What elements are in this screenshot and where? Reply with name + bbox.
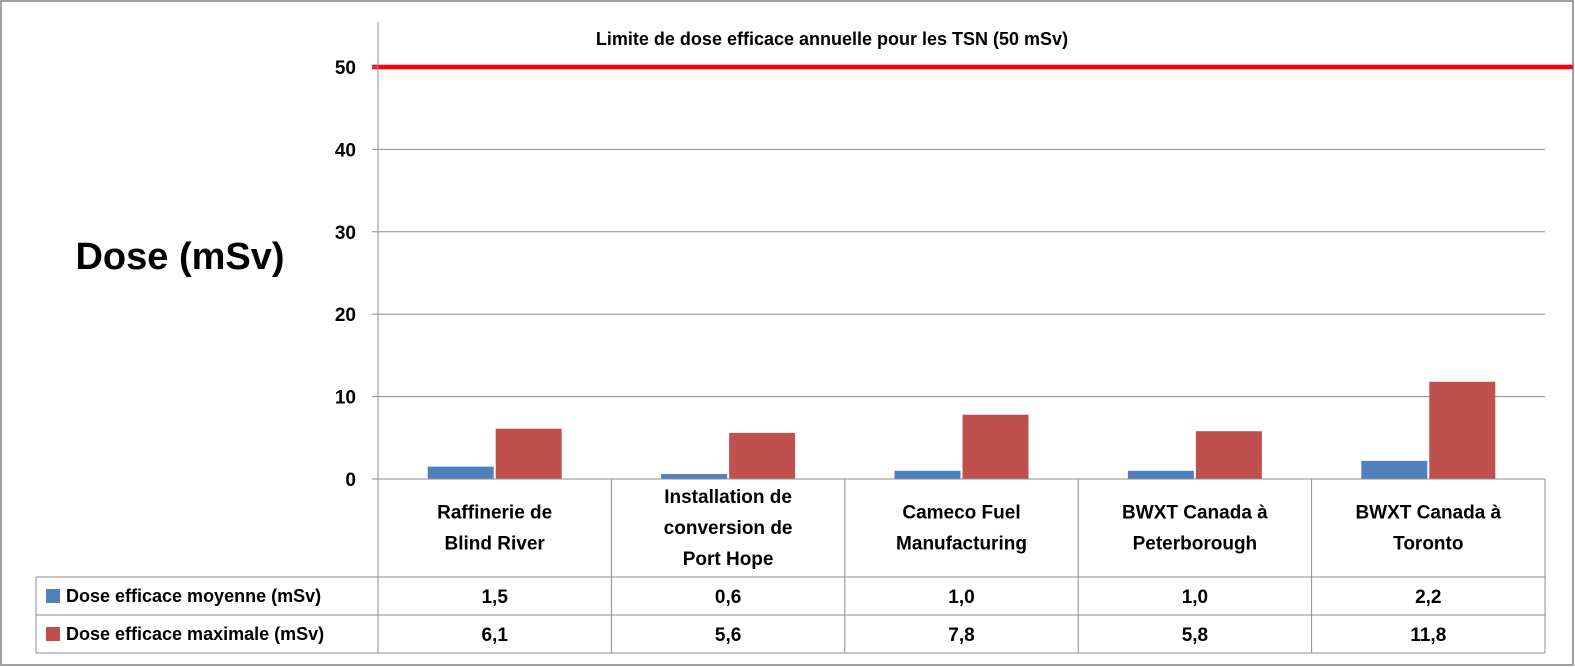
bar-maximum	[1195, 431, 1262, 479]
bar-average	[661, 474, 728, 479]
data-label: 1,5	[481, 587, 508, 608]
data-label: 6,1	[481, 625, 508, 646]
category-label: Cameco Fuel	[902, 503, 1020, 524]
category-label: Toronto	[1393, 534, 1463, 555]
axes: 0 10 20 30 40 50	[335, 22, 379, 491]
y-tick-label: 0	[345, 470, 356, 491]
data-label: 2,2	[1415, 587, 1441, 608]
bar-maximum	[1429, 381, 1496, 479]
y-tick-label: 10	[335, 388, 356, 409]
bars	[427, 381, 1496, 479]
y-axis-label: Dose (mSv)	[75, 236, 284, 278]
data-label: 5,6	[715, 625, 741, 646]
data-label: 7,8	[948, 625, 974, 646]
bar-average	[1127, 470, 1194, 479]
legend-swatch	[46, 627, 60, 641]
legend-label: Dose efficace moyenne (mSv)	[66, 586, 321, 606]
category-label: Port Hope	[683, 549, 774, 570]
y-tick-label: 40	[335, 140, 356, 161]
bar-maximum	[729, 432, 796, 479]
data-label: 5,8	[1182, 625, 1208, 646]
category-label: Manufacturing	[896, 534, 1027, 555]
data-table: Raffinerie de Blind River Installation de c…	[35, 478, 1546, 654]
data-label: 1,0	[1182, 587, 1208, 608]
bar-maximum	[495, 428, 562, 479]
category-label: Blind River	[445, 534, 546, 555]
category-label: conversion de	[664, 518, 793, 539]
reference-line-group: Limite de dose efficace annuelle pour le…	[372, 29, 1573, 70]
category-label: BWXT Canada à	[1122, 503, 1268, 524]
gridlines	[378, 66, 1545, 480]
data-label: 1,0	[948, 587, 974, 608]
bar-average	[427, 466, 494, 479]
data-label: 0,6	[715, 587, 741, 608]
category-label: BWXT Canada à	[1355, 503, 1501, 524]
reference-line-label: Limite de dose efficace annuelle pour le…	[596, 29, 1068, 49]
category-label: Raffinerie de	[437, 503, 552, 524]
bar-maximum	[962, 414, 1029, 479]
y-tick-label: 30	[335, 223, 356, 244]
legend-label: Dose efficace maximale (mSv)	[66, 624, 324, 644]
y-tick-label: 20	[335, 305, 356, 326]
category-label: Peterborough	[1133, 534, 1258, 555]
bar-average	[1361, 460, 1428, 479]
bar-average	[894, 470, 961, 479]
y-tick-label: 50	[335, 58, 356, 79]
legend-swatch	[46, 589, 60, 603]
category-label: Installation de	[664, 487, 792, 508]
data-label: 11,8	[1410, 625, 1446, 646]
